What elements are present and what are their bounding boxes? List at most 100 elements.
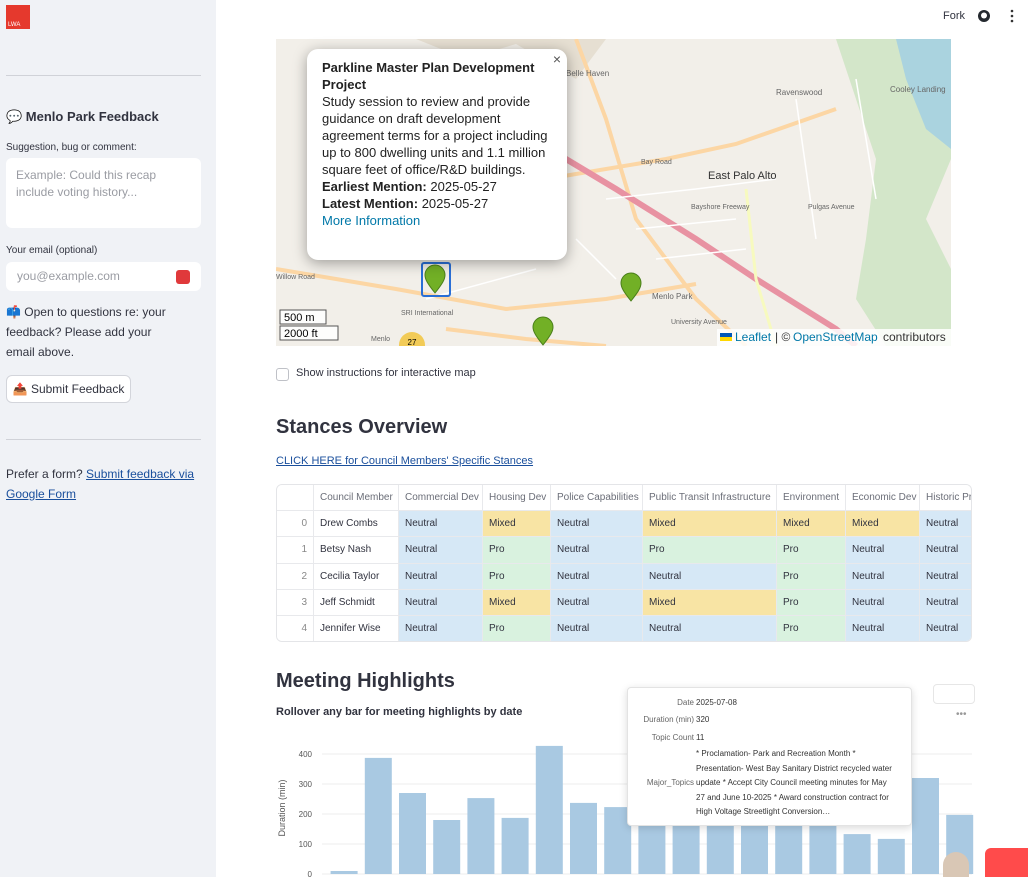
table-cell: Neutral <box>846 563 920 590</box>
table-cell: Jeff Schmidt <box>314 589 399 617</box>
map-label: Cooley Landing <box>890 85 946 94</box>
column-header <box>277 485 314 511</box>
menu-icon[interactable] <box>1008 9 1016 23</box>
email-label: Your email (optional) <box>6 245 98 256</box>
table-cell: Neutral <box>846 616 920 641</box>
osm-link[interactable]: OpenStreetMap <box>793 330 878 344</box>
table-cell: Neutral <box>551 589 643 617</box>
table-cell: Pro <box>777 589 846 617</box>
scale-imperial <box>279 325 339 341</box>
email-note: 📫 Open to questions re: your feedback? P… <box>6 305 166 359</box>
comment-placeholder: Example: Could this recap include voting… <box>16 168 157 199</box>
form-link[interactable]: Submit feedback via Google Form <box>6 467 195 501</box>
popup-latest: Latest Mention: 2025-05-27 <box>322 195 553 212</box>
table-cell: Neutral <box>920 537 971 564</box>
map-label: Pulgas Avenue <box>808 204 855 211</box>
divider <box>6 75 201 76</box>
bar <box>535 745 563 874</box>
tooltip-value: 11 <box>696 733 705 742</box>
table-cell: Neutral <box>551 563 643 590</box>
map-label: Bay Road <box>641 159 672 166</box>
popup-close[interactable]: × <box>552 51 561 67</box>
column-header: Public Transit Infrastructure <box>643 485 777 511</box>
section-title: Stances Overview <box>276 416 448 438</box>
table-cell: Neutral <box>846 589 920 617</box>
github-icon[interactable] <box>977 9 991 23</box>
bar <box>843 834 871 874</box>
logo[interactable]: LWA <box>6 5 30 29</box>
column-header: Historic Pr <box>920 485 971 511</box>
streets <box>376 78 877 300</box>
chart-menu[interactable]: ••• <box>956 709 967 720</box>
popup-latest-date: 2025-05-27 <box>421 196 489 211</box>
tooltip-label: Topic Count <box>651 733 694 742</box>
leaflet-link[interactable]: Leaflet <box>735 330 772 344</box>
map-labels: Belle Haven Ravenswood Cooley Landing East … <box>276 69 946 343</box>
bay-water <box>896 39 951 149</box>
table-cell: Mixed <box>643 589 777 617</box>
table-cell: Pro <box>483 616 551 641</box>
submit-button[interactable]: 📤 Submit Feedback <box>6 375 131 403</box>
table-cell: Neutral <box>551 616 643 641</box>
cluster[interactable] <box>399 332 425 346</box>
checkbox[interactable] <box>276 368 289 381</box>
stances-table[interactable]: Council Member Commercial Dev Housing Dev P… <box>276 484 972 642</box>
attribution-separator: | © <box>775 330 790 344</box>
table-cell: Pro <box>643 537 777 564</box>
section-title: Meeting Highlights <box>276 670 455 692</box>
table-cell: Neutral <box>399 589 483 617</box>
table-cell: Jennifer Wise <box>314 616 399 641</box>
table-cell: Mixed <box>643 511 777 538</box>
table-cell: Pro <box>777 616 846 641</box>
column-header: Police Capabilities <box>551 485 643 511</box>
email-input[interactable]: you@example.com <box>6 262 201 291</box>
column-header: Commercial Dev <box>399 485 483 511</box>
table-cell: Neutral <box>551 511 643 538</box>
table-cell: Neutral <box>920 616 971 641</box>
row-index: 3 <box>277 589 314 617</box>
form-prompt-text: Prefer a form? <box>6 467 83 481</box>
popup-earliest-label: Earliest Mention: <box>322 179 427 194</box>
map-label: University Avenue <box>671 319 727 326</box>
scale-metric-label: 500 m <box>284 312 315 324</box>
table-cell: Pro <box>483 563 551 590</box>
table-cell: Neutral <box>920 589 971 617</box>
avatar[interactable] <box>943 852 969 877</box>
scale-metric <box>279 309 327 325</box>
marker[interactable] <box>532 316 554 346</box>
cluster-count: 27 <box>408 338 417 346</box>
comment-textarea[interactable]: Example: Could this recap include voting… <box>6 158 201 228</box>
bar <box>364 757 392 874</box>
selected-marker-outline <box>421 262 451 297</box>
map-label: Willow Road <box>276 274 315 281</box>
bar <box>604 807 632 874</box>
table-cell: Drew Combs <box>314 511 399 538</box>
password-manager-icon[interactable] <box>176 270 190 284</box>
tooltip-label: Duration (min) <box>643 715 694 724</box>
stances-link[interactable]: CLICK HERE for Council Members' Specific… <box>276 455 534 467</box>
feedback-title: 💬 Menlo Park Feedback <box>6 109 159 124</box>
popup-link[interactable]: More Information <box>322 213 421 228</box>
form-prompt: Prefer a form? Submit feedback via Googl… <box>6 464 196 504</box>
map-label: Menlo Park <box>652 292 693 301</box>
chart-toolbar[interactable] <box>933 684 975 704</box>
tooltip-label: Date <box>677 698 694 707</box>
bar <box>330 871 358 874</box>
table-cell: Neutral <box>399 537 483 564</box>
table-cell: Neutral <box>643 563 777 590</box>
y-axis-title: Duration (min) <box>277 779 287 836</box>
marker[interactable] <box>424 264 446 294</box>
map-label: Bayshore Freeway <box>691 204 750 211</box>
bar <box>433 820 461 874</box>
table-cell: Neutral <box>399 511 483 538</box>
fork-button[interactable]: Fork <box>943 10 965 22</box>
marker[interactable] <box>620 272 642 302</box>
streamlit-badge[interactable] <box>985 848 1028 877</box>
checkbox-label[interactable]: Show instructions for interactive map <box>296 367 476 379</box>
row-index: 0 <box>277 511 314 538</box>
table-cell: Mixed <box>846 511 920 538</box>
column-header: Economic Dev <box>846 485 920 511</box>
column-header: Environment <box>777 485 846 511</box>
